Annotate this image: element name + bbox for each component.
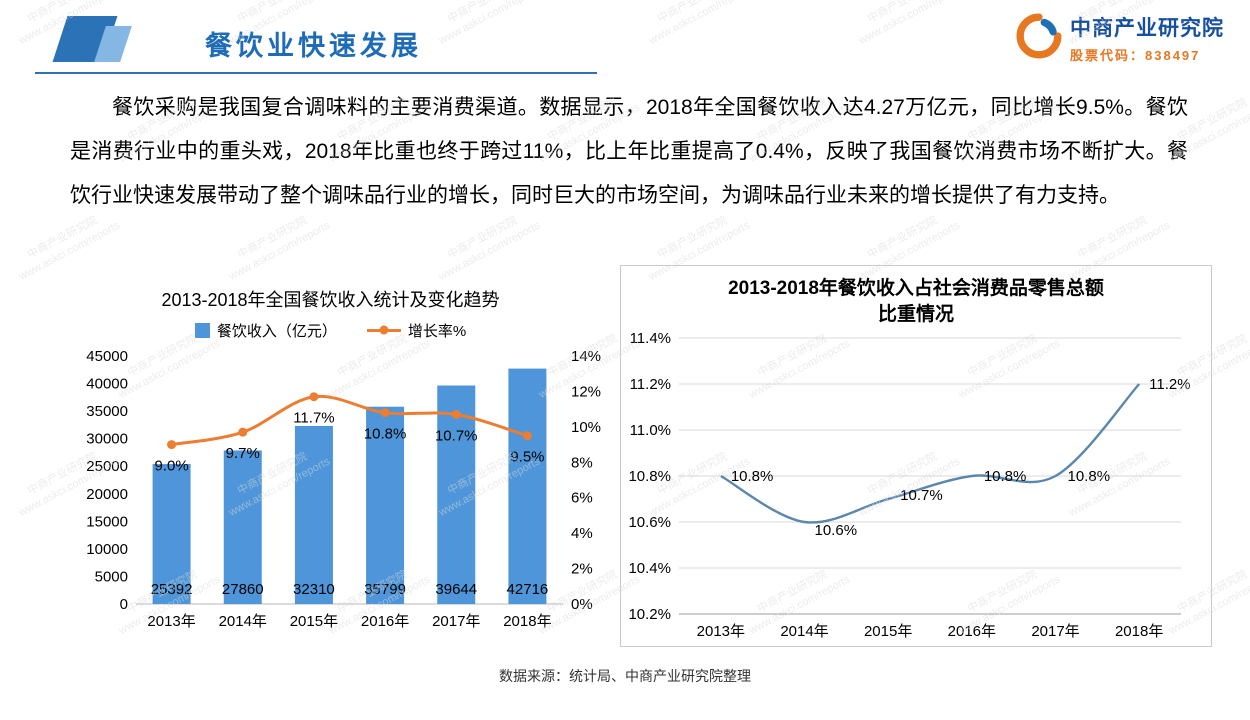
svg-text:30000: 30000 bbox=[86, 431, 128, 448]
svg-text:14%: 14% bbox=[571, 348, 601, 365]
growth-point bbox=[522, 431, 532, 441]
svg-text:10.8%: 10.8% bbox=[1068, 468, 1111, 485]
svg-text:2015年: 2015年 bbox=[290, 613, 338, 630]
legend-item-growth: 增长率% bbox=[366, 320, 467, 341]
svg-text:15000: 15000 bbox=[86, 513, 128, 530]
svg-text:10.4%: 10.4% bbox=[628, 560, 671, 577]
bar bbox=[294, 425, 333, 604]
svg-text:2017年: 2017年 bbox=[432, 613, 480, 630]
svg-text:9.5%: 9.5% bbox=[510, 449, 544, 466]
svg-text:40000: 40000 bbox=[86, 376, 128, 393]
growth-point bbox=[167, 440, 177, 450]
revenue-chart-title: 2013-2018年全国餐饮收入统计及变化趋势 bbox=[161, 290, 500, 310]
bar bbox=[508, 368, 547, 604]
legend-item-revenue: 餐饮收入（亿元） bbox=[194, 320, 337, 341]
bar bbox=[437, 385, 476, 604]
revenue-chart-legend: 餐饮收入（亿元） 增长率% bbox=[58, 320, 603, 340]
svg-text:6%: 6% bbox=[571, 490, 593, 507]
svg-text:5000: 5000 bbox=[95, 568, 128, 585]
line-swatch-icon bbox=[366, 328, 401, 332]
company-name: 中商产业研究院 bbox=[1070, 17, 1224, 40]
watermark-text: 中商产业研究院 www.askci.com/reports bbox=[437, 0, 543, 47]
revenue-chart-canvas: 0 5000 10000 15000 20000 25000 30000 35000 40000… bbox=[86, 348, 601, 630]
svg-text:10.8%: 10.8% bbox=[628, 468, 671, 485]
svg-text:4%: 4% bbox=[571, 525, 593, 542]
svg-text:11.2%: 11.2% bbox=[630, 376, 671, 393]
bar bbox=[366, 406, 405, 604]
svg-text:2014年: 2014年 bbox=[780, 623, 828, 640]
legend-label-growth: 增长率% bbox=[407, 322, 467, 340]
growth-line bbox=[171, 394, 528, 447]
svg-text:20000: 20000 bbox=[86, 486, 128, 503]
company-logo-icon bbox=[1016, 13, 1062, 64]
svg-text:10.7%: 10.7% bbox=[900, 487, 943, 504]
svg-text:0: 0 bbox=[120, 596, 128, 613]
svg-text:11.7%: 11.7% bbox=[293, 410, 334, 427]
company-logo: 中商产业研究院 股票代码：838497 bbox=[1016, 12, 1224, 64]
svg-text:10.2%: 10.2% bbox=[628, 606, 671, 623]
growth-point bbox=[309, 392, 319, 402]
svg-text:2018年: 2018年 bbox=[503, 613, 551, 630]
svg-text:0%: 0% bbox=[571, 596, 593, 613]
svg-text:10000: 10000 bbox=[86, 541, 128, 558]
bar bbox=[152, 464, 191, 604]
page-title: 餐饮业快速发展 bbox=[205, 31, 422, 61]
svg-text:10.8%: 10.8% bbox=[984, 468, 1027, 485]
svg-text:2015年: 2015年 bbox=[864, 623, 912, 640]
bar-swatch-icon bbox=[194, 322, 210, 338]
svg-text:2018年: 2018年 bbox=[1115, 623, 1163, 640]
svg-text:9.7%: 9.7% bbox=[226, 445, 260, 462]
ratio-chart-canvas: 10.2% 10.4% 10.6% 10.8% 11.0% 11.2% 11.4% 10.8%… bbox=[628, 330, 1190, 640]
growth-point bbox=[238, 427, 248, 437]
svg-text:2017年: 2017年 bbox=[1031, 623, 1079, 640]
svg-text:10.6%: 10.6% bbox=[815, 522, 858, 539]
svg-text:45000: 45000 bbox=[86, 348, 128, 365]
svg-text:11.2%: 11.2% bbox=[1149, 376, 1190, 393]
svg-text:25392: 25392 bbox=[151, 581, 193, 598]
ratio-line bbox=[720, 383, 1141, 524]
svg-text:2016年: 2016年 bbox=[948, 623, 996, 640]
svg-text:35799: 35799 bbox=[364, 581, 406, 598]
title-underline bbox=[35, 72, 597, 74]
watermark-text: 中商产业研究院 www.askci.com/reports bbox=[647, 0, 753, 47]
svg-text:2013年: 2013年 bbox=[147, 613, 195, 630]
ratio-line-chart: 2013-2018年餐饮收入占社会消费品零售总额 比重情况 10.2% 10.4%… bbox=[620, 265, 1212, 647]
svg-text:2%: 2% bbox=[571, 561, 593, 578]
svg-text:10.6%: 10.6% bbox=[628, 514, 671, 531]
revenue-combo-chart: 2013-2018年全国餐饮收入统计及变化趋势 餐饮收入（亿元） 增长率% 0 5… bbox=[58, 286, 603, 644]
svg-text:39644: 39644 bbox=[435, 581, 477, 598]
data-source-note: 数据来源：统计局、中商产业研究院整理 bbox=[499, 668, 751, 684]
ratio-chart-title: 2013-2018年餐饮收入占社会消费品零售总额 比重情况 bbox=[728, 278, 1104, 325]
legend-label-revenue: 餐饮收入（亿元） bbox=[216, 322, 337, 340]
svg-text:2016年: 2016年 bbox=[361, 613, 409, 630]
watermark-text: 中商产业研究院 www.askci.com/reports bbox=[857, 0, 963, 47]
svg-text:10.8%: 10.8% bbox=[731, 468, 774, 485]
growth-point bbox=[451, 409, 461, 419]
svg-text:32310: 32310 bbox=[293, 581, 335, 598]
svg-text:42716: 42716 bbox=[507, 581, 549, 598]
stock-code: 股票代码：838497 bbox=[1070, 48, 1201, 63]
svg-text:10.8%: 10.8% bbox=[364, 426, 407, 443]
svg-text:10%: 10% bbox=[571, 419, 601, 436]
bar bbox=[223, 450, 262, 604]
svg-text:27860: 27860 bbox=[222, 581, 264, 598]
svg-text:10.7%: 10.7% bbox=[435, 427, 478, 444]
svg-text:35000: 35000 bbox=[86, 403, 128, 420]
svg-text:11.4%: 11.4% bbox=[630, 330, 671, 347]
svg-text:11.0%: 11.0% bbox=[630, 422, 671, 439]
svg-text:12%: 12% bbox=[571, 383, 601, 400]
svg-text:8%: 8% bbox=[571, 454, 593, 471]
svg-text:2013年: 2013年 bbox=[697, 623, 745, 640]
growth-point bbox=[380, 408, 390, 418]
body-paragraph: 餐饮采购是我国复合调味料的主要消费渠道。数据显示，2018年全国餐饮收入达4.2… bbox=[70, 96, 1188, 207]
svg-text:9.0%: 9.0% bbox=[154, 458, 188, 475]
svg-text:2014年: 2014年 bbox=[219, 613, 267, 630]
svg-text:25000: 25000 bbox=[86, 458, 128, 475]
